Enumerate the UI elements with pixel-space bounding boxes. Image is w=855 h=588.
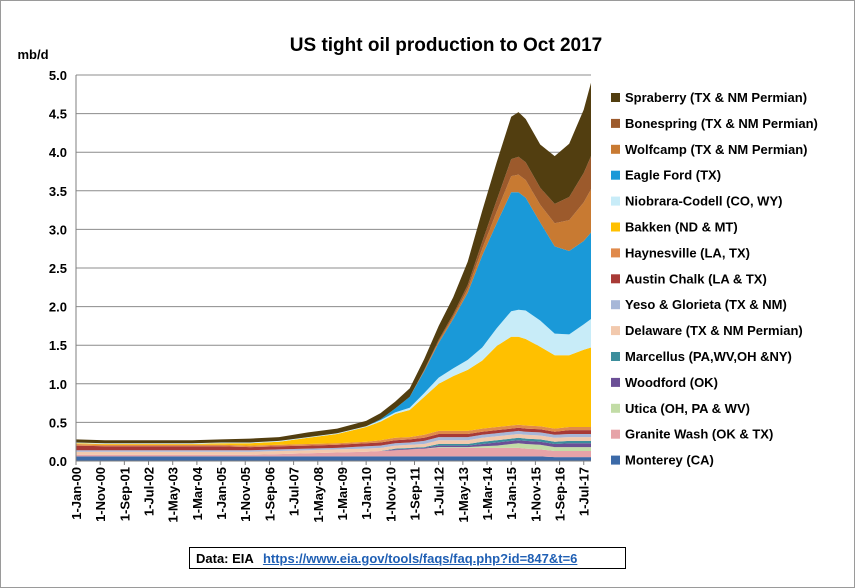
y-tick-label: 4.5 bbox=[49, 107, 67, 122]
x-tick-label: 1-Jul-07 bbox=[287, 467, 302, 516]
area-series-group bbox=[76, 82, 591, 461]
legend-swatch bbox=[611, 118, 620, 128]
y-tick-label: 1.5 bbox=[49, 338, 67, 353]
y-tick-label: 0.5 bbox=[49, 415, 67, 430]
legend-label: Wolfcamp (TX & NM Permian) bbox=[625, 142, 808, 157]
legend-label: Eagle Ford (TX) bbox=[625, 168, 721, 183]
grid-lines bbox=[76, 74, 591, 462]
legend-swatch bbox=[611, 429, 620, 439]
legend-label: Bonespring (TX & NM Permian) bbox=[625, 116, 818, 131]
x-tick-label: 1-Jul-02 bbox=[142, 467, 157, 516]
source-link[interactable]: https://www.eia.gov/tools/faqs/faq.php?i… bbox=[262, 551, 578, 566]
y-tick-label: 4.0 bbox=[49, 145, 67, 160]
legend: Spraberry (TX & NM Permian) Bonespring (T… bbox=[611, 90, 818, 468]
legend-swatch bbox=[611, 326, 620, 336]
area-series bbox=[76, 434, 591, 455]
y-axis-label: mb/d bbox=[17, 47, 48, 62]
legend-swatch bbox=[611, 93, 620, 102]
area-series bbox=[76, 424, 591, 448]
legend-swatch bbox=[611, 144, 620, 154]
x-tick-label: 1-Sep-01 bbox=[117, 467, 132, 521]
x-tick-label: 1-Mar-04 bbox=[190, 466, 205, 520]
source-note: Data: EIA https://www.eia.gov/tools/faqs… bbox=[189, 547, 626, 569]
x-tick-label: 1-Nov-10 bbox=[383, 467, 398, 522]
area-series bbox=[76, 309, 591, 444]
x-tick-label: 1-Jul-17 bbox=[577, 467, 592, 516]
y-tick-label: 3.0 bbox=[49, 222, 67, 237]
legend-label: Niobrara-Codell (CO, WY) bbox=[625, 194, 782, 209]
x-tick-label: 1-Mar-14 bbox=[480, 466, 495, 520]
x-tick-label: 1-Mar-09 bbox=[335, 467, 350, 520]
y-tick-label: 2.0 bbox=[49, 300, 67, 315]
legend-swatch bbox=[611, 274, 620, 284]
legend-swatch bbox=[611, 170, 620, 180]
legend-swatch bbox=[611, 196, 620, 206]
area-series bbox=[76, 336, 591, 446]
legend-label: Monterey (CA) bbox=[625, 453, 714, 468]
area-series bbox=[76, 437, 591, 455]
x-tick-label: 1-May-08 bbox=[311, 467, 326, 523]
x-tick-label: 1-May-03 bbox=[166, 467, 181, 523]
legend-label: Spraberry (TX & NM Permian) bbox=[625, 90, 807, 105]
legend-label: Yeso & Glorieta (TX & NM) bbox=[625, 297, 787, 312]
x-tick-label: 1-Nov-05 bbox=[238, 467, 253, 522]
legend-swatch bbox=[611, 222, 620, 232]
chart-title: US tight oil production to Oct 2017 bbox=[290, 35, 602, 56]
x-tick-labels: 1-Jan-00 1-Nov-00 1-Sep-01 1-Jul-02 1-May-03… bbox=[69, 461, 592, 523]
x-tick-label: 1-Sep-06 bbox=[262, 467, 277, 521]
legend-label: Austin Chalk (LA & TX) bbox=[625, 271, 767, 286]
x-tick-label: 1-Nov-15 bbox=[528, 467, 543, 522]
x-tick-label: 1-Sep-16 bbox=[553, 467, 568, 521]
legend-label: Marcellus (PA,WV,OH &NY) bbox=[625, 349, 792, 364]
legend-label: Bakken (ND & MT) bbox=[625, 220, 738, 235]
y-tick-label: 3.5 bbox=[49, 184, 67, 199]
legend-swatch bbox=[611, 352, 620, 361]
legend-label: Delaware (TX & NM Permian) bbox=[625, 323, 803, 338]
legend-swatch bbox=[611, 300, 620, 310]
legend-swatch bbox=[611, 248, 620, 258]
legend-label: Granite Wash (OK & TX) bbox=[625, 427, 773, 442]
area-series bbox=[76, 192, 591, 444]
axes bbox=[75, 75, 591, 462]
x-tick-label: 1-Nov-00 bbox=[93, 467, 108, 522]
x-tick-label: 1-Jan-00 bbox=[69, 467, 84, 520]
legend-swatch bbox=[611, 455, 620, 465]
y-tick-labels: 0.0 0.5 1.0 1.5 2.0 2.5 3.0 3.5 4.0 4.5 5.0 bbox=[49, 68, 67, 469]
legend-label: Haynesville (LA, TX) bbox=[625, 245, 750, 260]
x-tick-label: 1-Jan-15 bbox=[504, 467, 519, 520]
x-tick-label: 1-Jul-12 bbox=[432, 467, 447, 516]
legend-swatch bbox=[611, 403, 620, 413]
legend-label: Utica (OH, PA & WV) bbox=[625, 401, 750, 416]
x-tick-label: 1-Jan-10 bbox=[359, 467, 374, 520]
area-series bbox=[76, 430, 591, 452]
x-tick-label: 1-Sep-11 bbox=[408, 467, 423, 520]
y-tick-label: 5.0 bbox=[49, 68, 67, 83]
area-series bbox=[76, 456, 591, 461]
y-tick-label: 1.0 bbox=[49, 377, 67, 392]
y-tick-label: 0.0 bbox=[49, 454, 67, 469]
legend-swatch bbox=[611, 377, 620, 387]
x-tick-label: 1-May-13 bbox=[456, 467, 471, 523]
x-tick-label: 1-Jan-05 bbox=[214, 467, 229, 520]
y-tick-label: 2.5 bbox=[49, 261, 67, 276]
source-label: Data: EIA bbox=[196, 551, 254, 566]
legend-label: Woodford (OK) bbox=[625, 375, 718, 390]
area-series bbox=[76, 427, 591, 451]
